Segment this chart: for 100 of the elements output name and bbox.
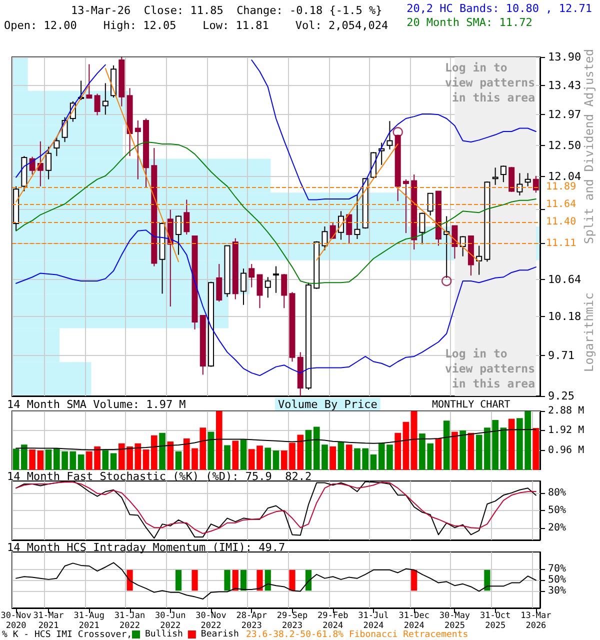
y-tick-label: 1.92 M (548, 425, 584, 436)
x-tick-label: 29-Feb 2024 (318, 611, 348, 631)
y-tick-label: 9.71 (548, 349, 574, 362)
bar (402, 422, 410, 470)
bar (410, 411, 418, 470)
x-tick-label: 13-Mar 2026 (520, 611, 552, 631)
bar (21, 444, 28, 470)
bar (45, 450, 52, 470)
chart-subtitle: Open: 12.00 High: 12.05 Low: 11.81 Vol: 2,054,024 (4, 19, 388, 32)
y-tick-label: 12.97 (548, 108, 582, 122)
bar (29, 450, 36, 470)
line-series (16, 562, 536, 600)
candlestick (94, 93, 100, 116)
candlestick (86, 64, 92, 99)
bar (500, 428, 507, 470)
ref-line-label: 11.11 (546, 238, 576, 249)
chart-title: 13-Mar-26 Close: 11.85 Change: -0.18 {-1.5 %} (71, 4, 382, 17)
line-series (16, 428, 536, 450)
bar (452, 432, 458, 470)
y-tick-label: 20% (548, 522, 566, 534)
bar (175, 451, 182, 470)
x-tick-label: 30-Jun 2022 (155, 611, 186, 631)
candlestick (427, 192, 434, 216)
candlestick (516, 172, 523, 196)
candlestick (256, 274, 263, 309)
bar (159, 432, 166, 470)
y-tick-label: 2.88 M (548, 406, 584, 416)
bar (338, 442, 344, 470)
bar (70, 451, 76, 470)
text: 20,2 HC Bands: 10.80 , 12.71 (406, 2, 592, 15)
bar (468, 432, 474, 470)
text: MONTHLY CHART (432, 400, 510, 410)
x-tick-label: 28-Apr 2023 (236, 611, 267, 631)
bar (435, 438, 442, 470)
bar (216, 411, 222, 470)
x-tick-label: 31-Mar 2021 (33, 611, 64, 631)
x-tick-label: 31-Oct 2025 (480, 611, 511, 631)
bar (394, 432, 402, 470)
ref-line-label: 11.40 (546, 216, 576, 228)
candlestick (281, 274, 288, 309)
candlestick (264, 276, 271, 298)
bar (102, 450, 109, 470)
bar (167, 442, 174, 470)
bar (110, 453, 117, 470)
chart-title: 14 Month Fast Stochastic (%K) (%D): 75.9 82.2 (7, 470, 312, 483)
bar (330, 446, 336, 470)
bar (370, 454, 377, 470)
x-tick-label: 30-Nov 2020 (0, 611, 32, 631)
bar (224, 445, 230, 470)
bar (232, 440, 239, 470)
candlestick (346, 214, 352, 244)
chart-title: 14 Month HCS Intraday Momentum (IMI): 49.7 (7, 541, 286, 554)
candlestick (500, 165, 506, 183)
line-series (16, 142, 536, 284)
bar (532, 428, 540, 470)
chart-title: 14 Month SMA Volume: 1.97 M (7, 398, 186, 411)
y-tick-label: 10.64 (548, 272, 582, 286)
candlestick (273, 266, 279, 294)
candlestick (402, 178, 409, 234)
x-tick-label: 30-Nov 2022 (196, 611, 226, 631)
bar (12, 448, 20, 470)
candlestick (29, 156, 36, 176)
bar (508, 418, 515, 470)
bar (264, 448, 272, 470)
bar (142, 450, 150, 470)
bar (443, 420, 450, 470)
candlestick (134, 120, 141, 180)
y-tick-label: 70% (548, 563, 566, 574)
bar (150, 435, 158, 470)
y-tick-label: 50% (548, 574, 566, 586)
text: 20 Month SMA: 11.72 (406, 16, 532, 29)
text: 23.6-38.2-50-61.8% Fibonacci Retracements (246, 630, 468, 640)
candlestick (184, 199, 190, 236)
text: % K - HCS IMI Crossover, (2, 630, 132, 640)
bar (305, 430, 312, 470)
candlestick (524, 172, 531, 187)
bar (37, 450, 44, 470)
y-tick-label: 10.18 (548, 310, 582, 323)
bar (460, 430, 466, 470)
bar (240, 440, 247, 470)
y-tick-label: 30% (548, 586, 566, 597)
y-tick-label: 9.25 (548, 390, 574, 402)
bar (78, 454, 84, 470)
candlestick (532, 175, 539, 194)
candlestick (452, 225, 458, 260)
ref-line-label: 11.89 (546, 182, 576, 193)
line-series (16, 230, 536, 376)
x-tick-label: 31-Dec 2024 (398, 611, 430, 631)
x-tick-label: 29-Sep 2023 (276, 611, 308, 631)
y-tick-label: 13.43 (548, 79, 582, 92)
candlestick (216, 263, 222, 302)
y-tick-label: 13.90 (548, 50, 582, 64)
candlestick (386, 120, 393, 150)
text: Logarithmic (582, 292, 596, 372)
x-tick-label: 31-Jan 2022 (114, 611, 146, 631)
x-tick-label: 31-Jul 2024 (358, 611, 389, 631)
ref-line-label: 11.64 (546, 199, 576, 210)
bar (272, 450, 280, 470)
y-tick-label: 0.96 M (548, 444, 584, 456)
legend-label: Bullish (145, 630, 183, 640)
